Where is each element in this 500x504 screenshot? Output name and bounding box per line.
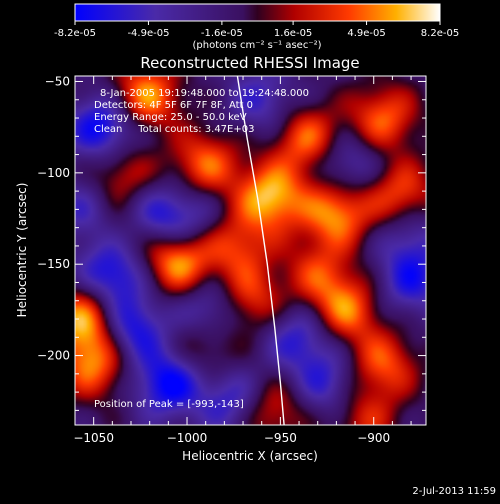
solar-limb-curve (236, 76, 285, 425)
annotation-energy: Energy Range: 25.0 - 50.0 keV (94, 112, 247, 123)
x-tick-label: −1000 (167, 431, 208, 445)
x-axis-label: Heliocentric X (arcsec) (182, 449, 318, 463)
y-tick-label: −50 (45, 74, 70, 88)
annotation-peak: Position of Peak = [-993,-143] (94, 399, 244, 410)
y-tick-label: −150 (37, 257, 70, 271)
y-tick-label: −200 (37, 349, 70, 363)
annotation-time: 8-Jan-2005 19:19:48.000 to 19:24:48.000 (100, 88, 309, 99)
colorbar-tick-label: -8.2e-05 (54, 28, 96, 39)
colorbar-tick-label: 1.6e-05 (274, 28, 312, 39)
x-axis-ticks: −1050 −1000 −950 −900 (73, 76, 412, 445)
colorbar-tick-label: -1.6e-05 (201, 28, 243, 39)
chart-title: Reconstructed RHESSI Image (140, 54, 359, 72)
colorbar-tick-label: 8.2e-05 (421, 28, 459, 39)
plot-frame (74, 75, 427, 426)
x-tick-label: −950 (264, 431, 297, 445)
colorbar-units: (photons cm⁻² s⁻¹ asec⁻²) (192, 40, 321, 51)
y-tick-label: −100 (37, 166, 70, 180)
y-axis-ticks: −50 −100 −150 −200 (37, 74, 426, 411)
footer-timestamp: 2-Jul-2013 11:59 (412, 486, 496, 497)
colorbar-tick-label: -4.9e-05 (127, 28, 169, 39)
y-axis-label: Heliocentric Y (arcsec) (15, 183, 29, 318)
colorbar-ticks: -8.2e-05 -4.9e-05 -1.6e-05 1.6e-05 4.9e-05 8.… (54, 21, 459, 39)
x-tick-label: −900 (357, 431, 390, 445)
heatmap-image (75, 76, 426, 425)
colorbar (74, 3, 441, 22)
x-tick-label: −1050 (73, 431, 114, 445)
annotation-clean: Clean Total counts: 3.47E+03 (94, 124, 254, 135)
colorbar-tick-label: 4.9e-05 (347, 28, 385, 39)
annotation-detectors: Detectors: 4F 5F 6F 7F 8F, Att 0 (94, 100, 253, 111)
